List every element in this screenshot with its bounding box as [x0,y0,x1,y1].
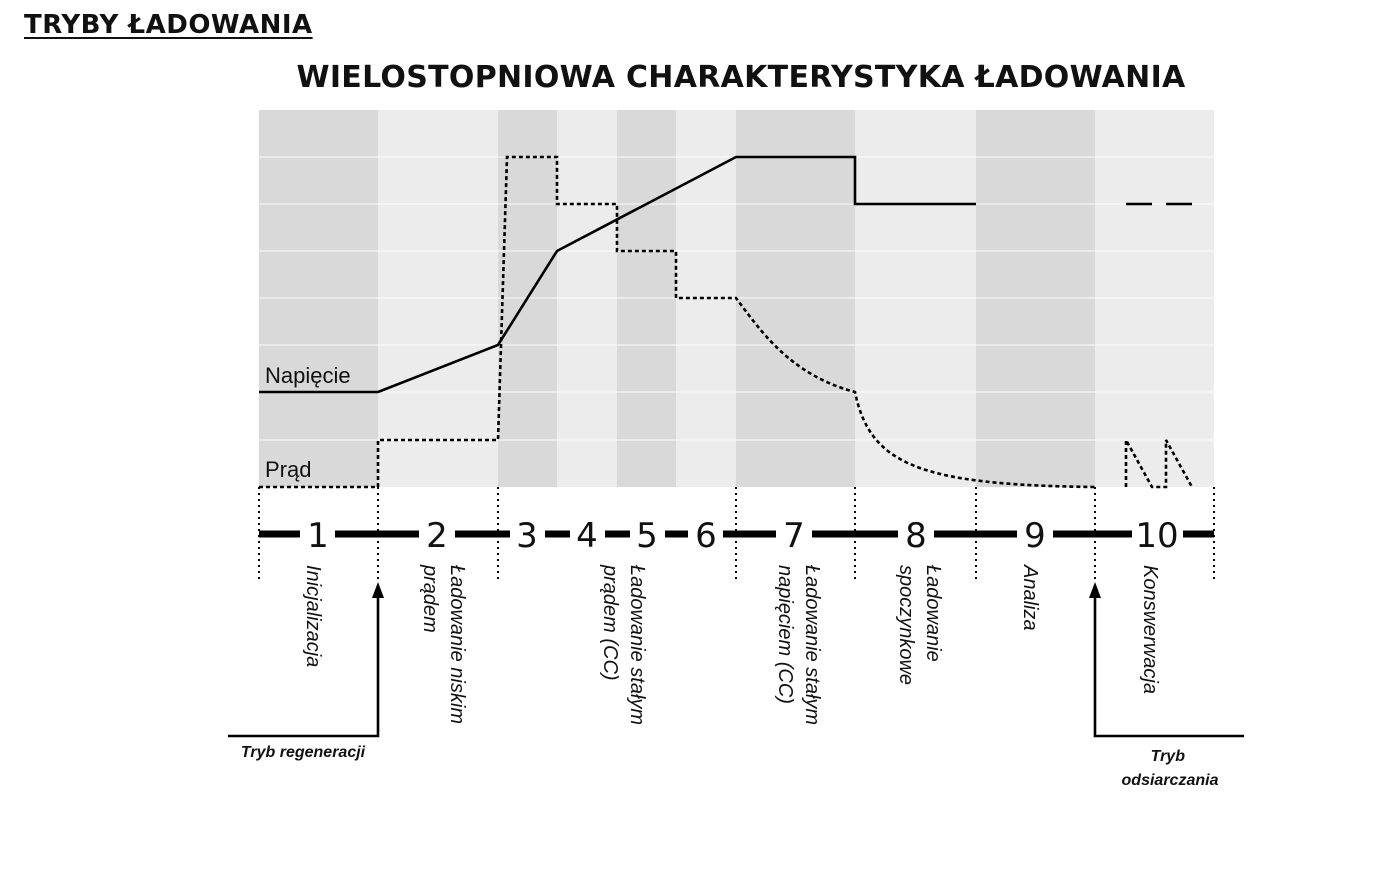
stage-number: 10 [1135,516,1178,556]
desulfation-line-2: odsiarczania [1122,772,1219,789]
desulfation-mode-label: Tryb odsiarczania [1122,748,1219,789]
stage-name-low-current: Ładowanie niskim prądem [419,564,468,730]
stage-number: 7 [783,516,805,556]
stage-name-line-1: Ładowanie stałym [626,565,648,725]
current-label: Prąd [265,457,311,482]
regeneration-mode-label: Tryb regeneracji [241,744,366,761]
stage-numbers: 1 2 3 4 5 6 7 8 9 10 [307,516,1178,556]
regeneration-arrow-head [372,582,384,598]
stage-name-line-2: prądem (CC) [599,564,621,681]
stage-name-line-2: spoczynkowe [895,565,917,685]
stage-number: 2 [426,516,448,556]
stage-number: 3 [516,516,538,556]
stage-names: Inicjalizacja Ładowanie niskim prądem Ła… [302,564,1161,731]
stage-name-line-1: Ładowanie stałym [801,565,823,725]
stage-name-analiza: Analiza [1019,564,1041,631]
stage-name-line-2: napięciem (CC) [774,565,796,704]
stage-name-inicjalizacja: Inicjalizacja [302,565,324,667]
stage-name-line-1: Ładowanie [922,565,944,662]
stage-number: 1 [307,516,329,556]
stage-name-cv: Ładowanie stałym napięciem (CC) [774,565,823,731]
stage-number: 8 [905,516,927,556]
stage-number: 6 [695,516,717,556]
voltage-label: Napięcie [265,363,351,388]
stage-name-line-2: prądem [419,564,441,633]
stage-number: 5 [636,516,658,556]
stage-number: 4 [576,516,598,556]
voltage-curve [259,155,976,394]
page-header: TRYBY ŁADOWANIA [24,10,313,40]
desulfation-arrow [1093,592,1244,738]
stage-number: 9 [1024,516,1046,556]
stage-name-line-1: Ładowanie niskim [446,565,468,724]
stage-name-float: Ładowanie spoczynkowe [895,565,944,685]
desulfation-line-1: Tryb [1151,748,1186,765]
desulfation-arrow-head [1089,582,1101,598]
regeneration-arrow [228,592,380,738]
stage-name-konswerwacja: Konswerwacja [1139,565,1161,694]
current-curve [259,155,1096,489]
current-pulses [1124,439,1194,489]
diagram-title: WIELOSTOPNIOWA CHARAKTERYSTYKA ŁADOWANIA [296,60,1186,95]
stage-name-cc: Ładowanie stałym prądem (CC) [599,564,648,731]
